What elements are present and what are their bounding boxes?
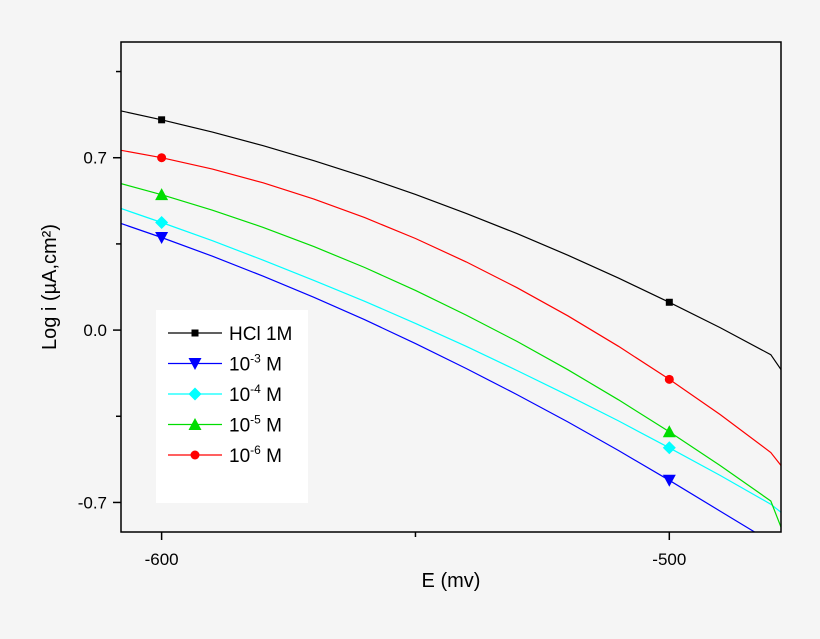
series-line-2 (121, 207, 781, 513)
series-marker-4 (157, 153, 167, 163)
legend-label: 10-3 M (229, 352, 282, 376)
ticks: -600 -500 0.7 0.0 -0.7 (78, 70, 686, 569)
x-tick-label: -600 (145, 550, 179, 569)
series-marker-2 (155, 215, 169, 229)
series-marker-1 (155, 232, 169, 245)
legend: HCl 1M 10-3 M 10-4 M 10-5 M 10-6 M (156, 310, 308, 503)
legend-label: 10-4 M (229, 382, 282, 406)
plot-frame (120, 41, 782, 533)
y-tick-label: 0.0 (83, 321, 107, 340)
series-marker-3 (662, 425, 676, 438)
series-line-1 (121, 222, 756, 532)
curves (121, 110, 781, 532)
legend-box (156, 310, 308, 503)
legend-marker (188, 358, 202, 370)
legend-label: 10-5 M (229, 413, 282, 437)
series-marker-0 (665, 298, 673, 306)
legend-marker (188, 418, 202, 430)
series-marker-4 (664, 374, 674, 384)
series-line-3 (121, 183, 781, 528)
y-tick-label: 0.7 (83, 149, 107, 168)
x-axis-label: E (mv) (422, 570, 481, 592)
y-axis-label: Log i (µA,cm²) (39, 224, 61, 350)
series-marker-3 (155, 188, 169, 201)
y-tick-label: -0.7 (78, 493, 107, 512)
legend-marker (191, 329, 199, 337)
series-marker-2 (662, 441, 676, 455)
legend-marker (190, 450, 200, 460)
series-line-4 (121, 149, 781, 466)
legend-label: 10-6 M (229, 443, 282, 467)
series-line-0 (121, 110, 781, 370)
legend-marker (188, 387, 202, 401)
series-marker-0 (158, 116, 166, 124)
legend-label: HCl 1M (229, 324, 292, 345)
series-marker-1 (662, 474, 676, 487)
x-tick-label: -500 (652, 550, 686, 569)
